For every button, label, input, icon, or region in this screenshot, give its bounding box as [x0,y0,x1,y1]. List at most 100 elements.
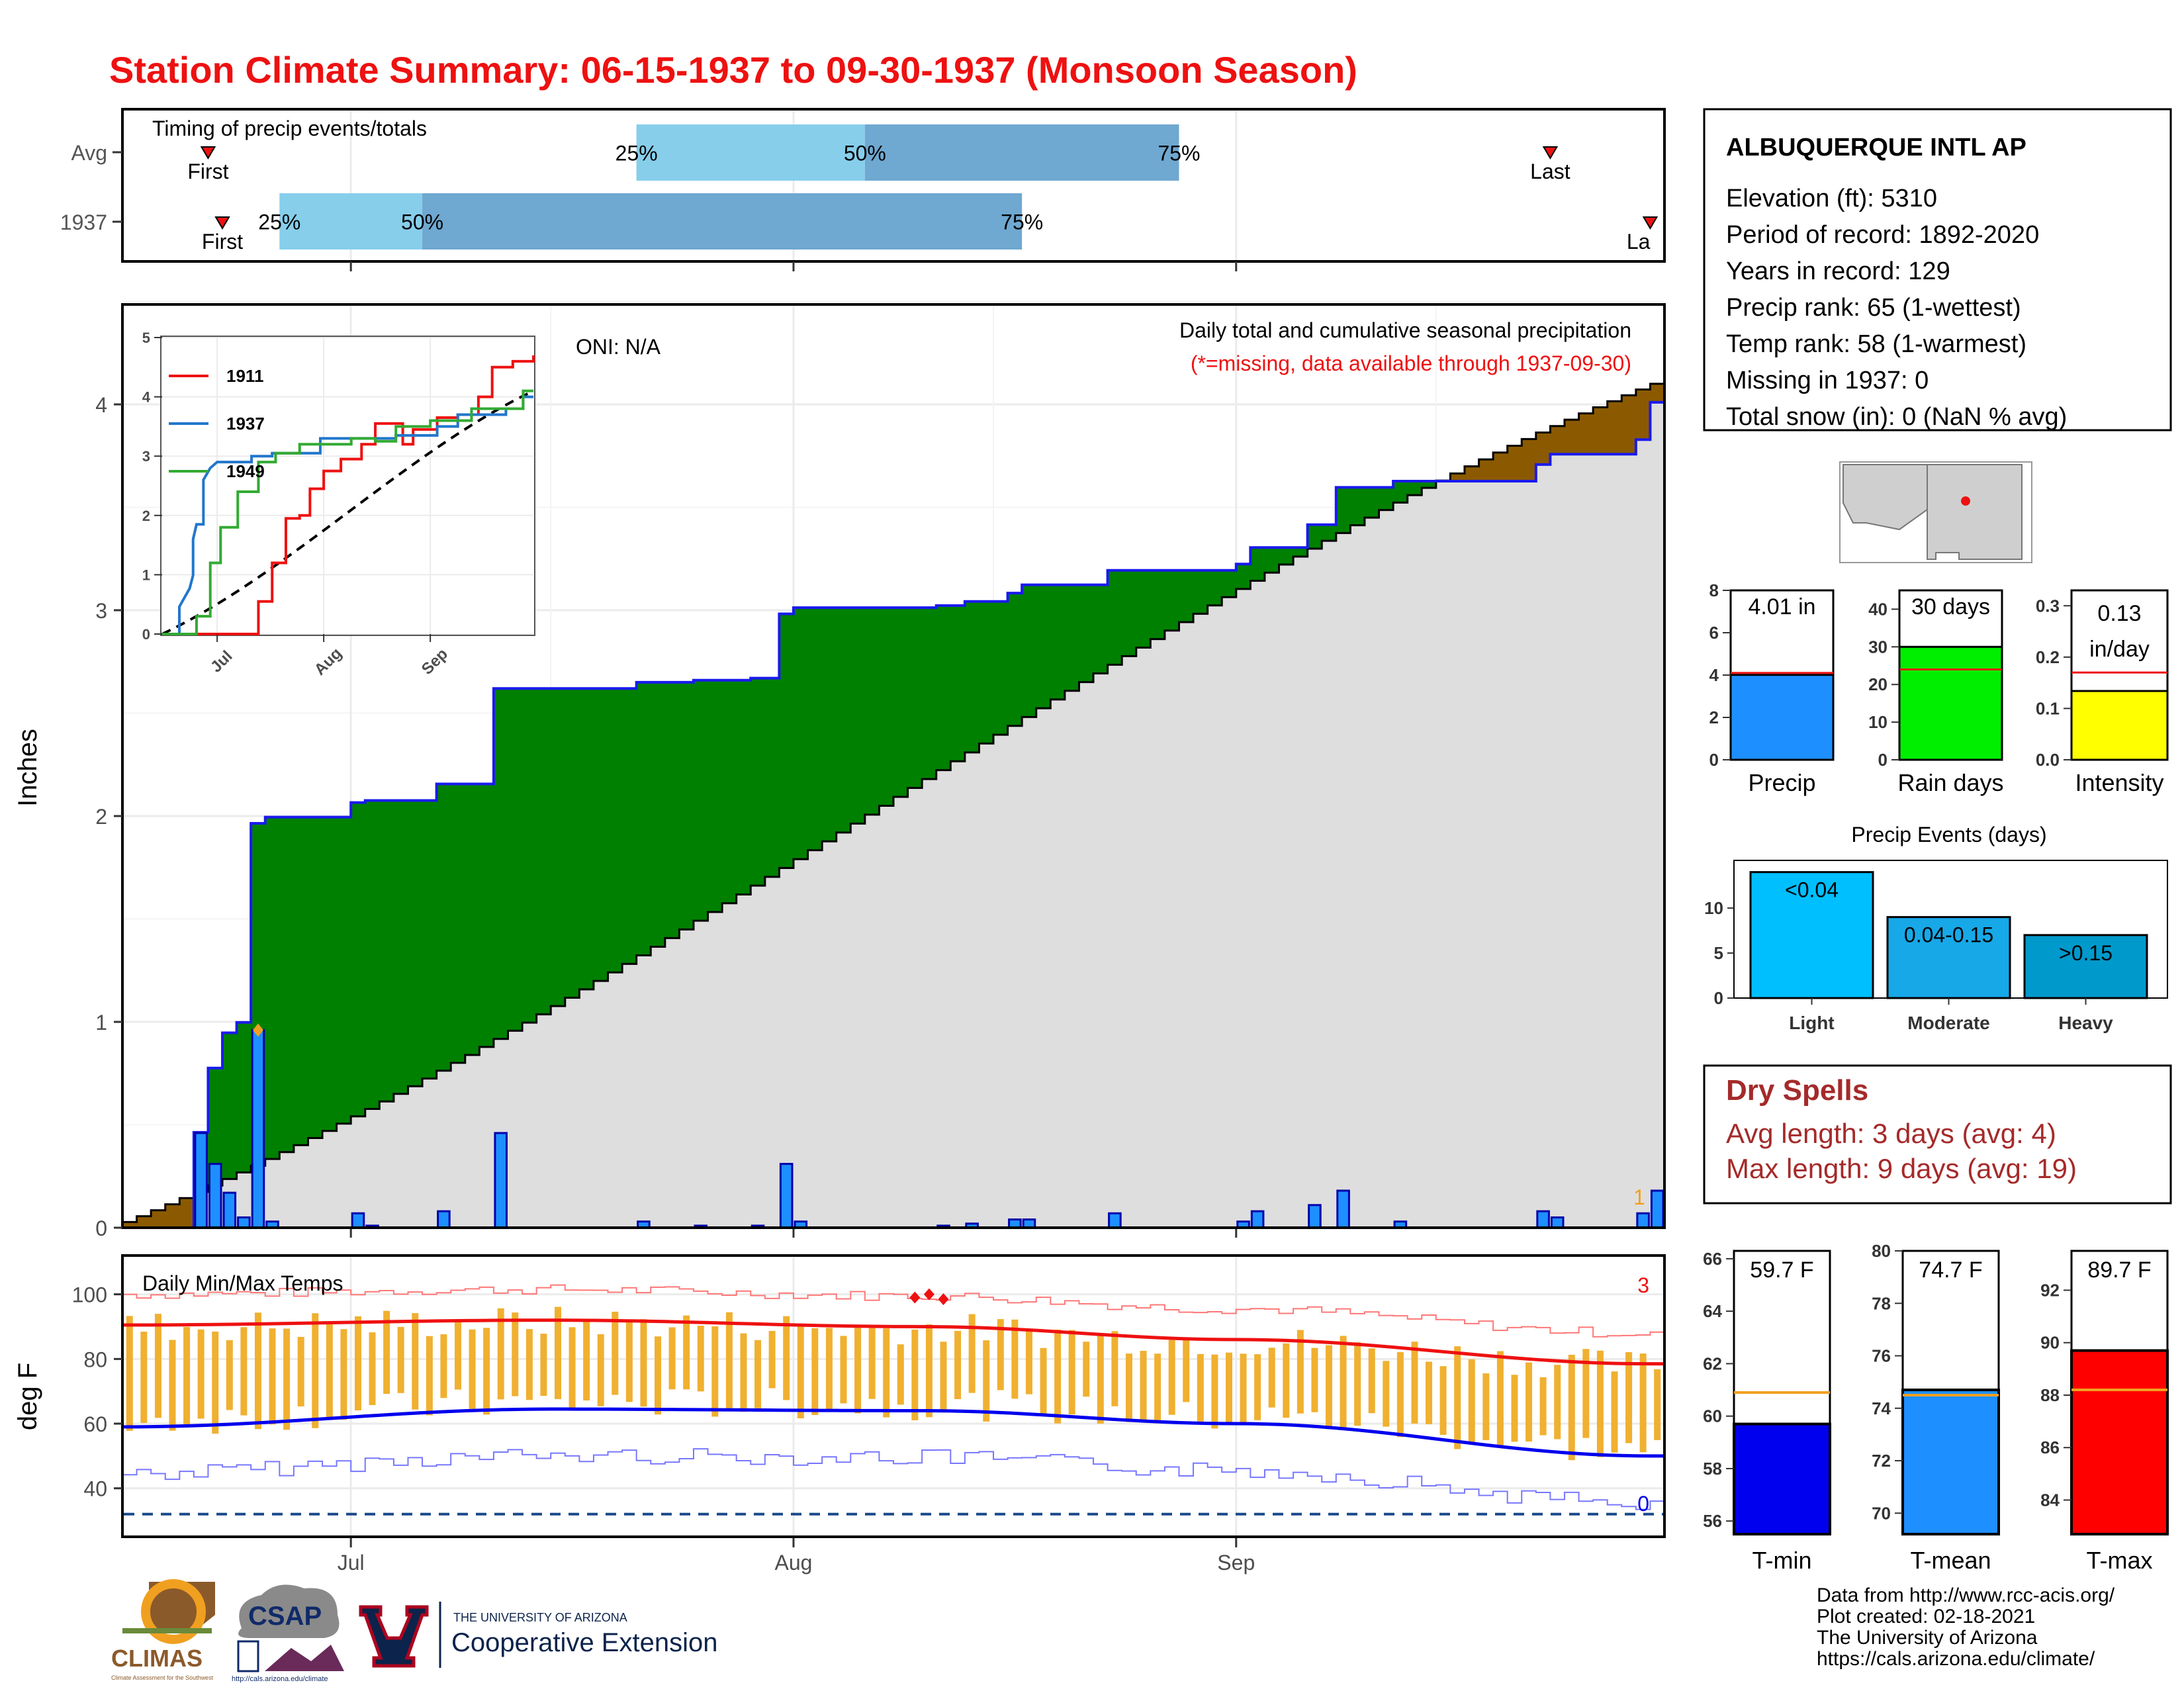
summary-bar-charts: 0 2 4 6 8 4.01 in Precip 0 10 20 30 40 30 days Rain d… [1709,580,2169,796]
below-avg-area [1507,445,1522,481]
timing-panel: Timing of precip events/totals Avg 1937 … [60,108,1666,271]
daily-temp-bar [354,1316,361,1410]
above-avg-area [651,682,666,947]
above-avg-area [1279,547,1294,565]
temp-bar-tick-label: 56 [1703,1511,1722,1531]
daily-temp-bar [1283,1343,1290,1418]
cumulative-avg-area [593,981,609,1228]
cumulative-avg-area [936,770,951,1228]
temp-bar-tick-label: 60 [1703,1406,1722,1426]
locator-map [1839,461,2032,563]
inset-legend-label: 1949 [226,461,265,481]
csap-logo-url: http://cals.arizona.edu/climate [232,1675,328,1683]
precip-event-value-label: 0.04-0.15 [1904,923,1993,947]
last-event-label: Last [1530,160,1570,183]
cumulative-avg-area [779,868,794,1228]
daily-temp-bar [783,1316,790,1400]
cumulative-avg-area [922,779,937,1228]
summary-bar-label: Intensity [2075,769,2163,796]
temp-bar-tick-label: 84 [2040,1490,2060,1510]
summary-bar-tick-label: 0.2 [2036,647,2060,667]
temp-y-axis: 40 60 80 100 [72,1283,122,1501]
daily-temp-bar [954,1330,962,1399]
daily-temp-bar [754,1340,762,1408]
below-avg-area [1522,439,1537,481]
cumulative-avg-area [522,1023,537,1228]
daily-precip-bar [1250,1210,1265,1229]
daily-precip-bar [222,1191,237,1229]
daily-temp-bar [1554,1365,1561,1440]
cumulative-avg-area [465,1054,480,1228]
daily-temp-bar [1482,1373,1490,1440]
cumulative-avg-area [265,1159,280,1228]
avg-min-temp-line [122,1407,1664,1458]
above-avg-area [451,784,466,1063]
daily-temp-bar [1525,1362,1533,1442]
cumulative-avg-area [308,1138,323,1228]
cumulative-avg-area [336,1123,351,1228]
above-avg-area [979,601,994,744]
precip-y-tick-label: 3 [95,599,107,623]
x-axis-tick-label: Aug [775,1551,813,1575]
temp-bar-value-label: 59.7 F [1750,1257,1813,1283]
cumulative-avg-area [679,929,694,1228]
x-axis-tick-label: Sep [1217,1551,1255,1575]
below-avg-area [179,1198,195,1228]
above-avg-area [393,800,409,1094]
cumulative-avg-area [1435,480,1451,1228]
above-avg-area [322,817,338,1131]
timing-bar-50-75 [422,193,1023,250]
temp-panel-bg [124,1257,1663,1535]
cumulative-avg-area [1422,488,1437,1228]
above-avg-area [279,817,295,1152]
above-avg-area [993,601,1009,735]
daily-temp-bar [1154,1353,1161,1424]
above-avg-area [593,688,609,982]
above-avg-area [293,817,309,1146]
csap-cloud [238,1584,340,1638]
daily-temp-bar [1611,1371,1618,1453]
above-avg-area [551,688,566,1007]
cumulative-avg-area [693,921,709,1228]
last-event-label: La [1627,230,1651,253]
temp-bar-tick-label: 62 [1703,1353,1722,1373]
summary-bar-value [2070,690,2169,761]
record-high-marker [909,1291,921,1304]
dry-spells-title: Dry Spells [1726,1074,1868,1107]
climas-logo: CLIMAS Climate Assessment for the Southw… [111,1579,215,1681]
precip-event-value-label: <0.04 [1785,878,1839,902]
cumulative-avg-area [579,989,594,1228]
above-avg-area [1222,570,1237,598]
below-avg-area [1493,452,1508,481]
summary-bar-tick-label: 0.1 [2036,698,2060,718]
below-avg-area [1479,459,1494,481]
temp-bar-tick-label: 76 [1872,1346,1891,1366]
below-avg-area [1564,420,1580,455]
cumulative-avg-area [1493,480,1508,1228]
above-avg-area [736,680,751,895]
temp-bar-value-label: 89.7 F [2087,1257,2151,1283]
cumulative-avg-area [1107,664,1122,1228]
daily-temp-bar [126,1316,133,1431]
above-avg-area [1107,570,1122,665]
summary-bar-tick-label: 4 [1709,665,1719,685]
summary-bar-tick-label: 2 [1709,708,1719,727]
daily-temp-bar [283,1328,291,1430]
cumulative-avg-area [722,903,737,1228]
precip-y-tick-label: 0 [95,1216,107,1240]
daily-temp-bar [840,1336,847,1404]
above-avg-area [907,608,923,788]
dry-spells-frame [1703,1064,2172,1205]
station-box-frame [1703,108,2172,432]
above-avg-area [1379,487,1394,510]
daily-temp-bar [768,1330,776,1389]
above-avg-area [436,784,451,1071]
below-avg-area [1535,432,1551,465]
daily-temp-bar [497,1308,504,1400]
daily-precip-bar [351,1212,365,1229]
cumulative-avg-area [1264,572,1280,1228]
inset-series-line-1949 [162,389,533,635]
daily-precip-bar [208,1163,222,1229]
daily-temp-bar [911,1329,919,1420]
